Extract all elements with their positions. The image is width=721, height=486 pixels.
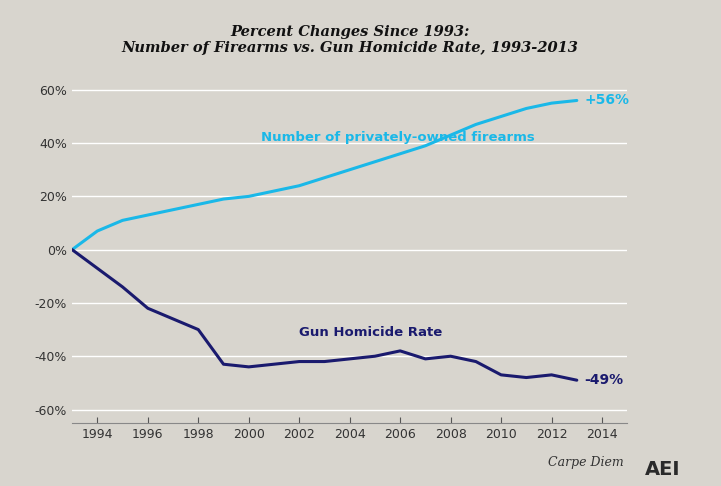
Text: Number of privately-owned firearms: Number of privately-owned firearms xyxy=(262,131,535,144)
Text: Carpe Diem: Carpe Diem xyxy=(548,456,624,469)
Text: AEI: AEI xyxy=(645,460,681,479)
Text: +56%: +56% xyxy=(584,93,629,107)
Text: -49%: -49% xyxy=(584,373,624,387)
Text: Gun Homicide Rate: Gun Homicide Rate xyxy=(299,326,443,339)
Title: Percent Changes Since 1993:
Number of Firearms vs. Gun Homicide Rate, 1993-2013: Percent Changes Since 1993: Number of Fi… xyxy=(121,25,578,55)
